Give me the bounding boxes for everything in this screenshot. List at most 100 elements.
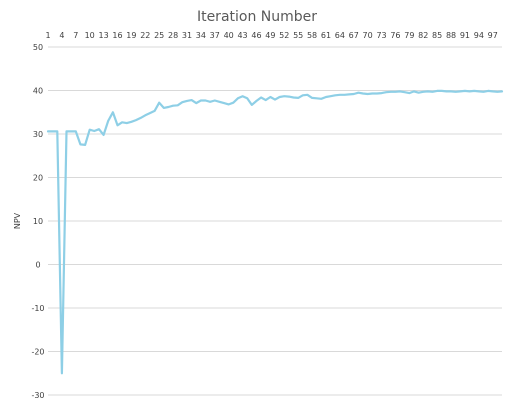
data-point xyxy=(167,106,169,108)
data-point xyxy=(320,98,322,100)
data-point xyxy=(172,105,174,107)
x-tick-label: 67 xyxy=(349,31,359,40)
x-tick-label: 43 xyxy=(237,31,247,40)
data-point xyxy=(311,97,313,99)
data-point xyxy=(265,99,267,101)
data-point xyxy=(61,372,63,374)
y-tick-label: 0 xyxy=(35,261,40,270)
data-point xyxy=(362,92,364,95)
data-point xyxy=(274,99,276,101)
y-tick-label: 30 xyxy=(33,130,43,139)
data-point xyxy=(283,95,285,97)
y-tick-label: 10 xyxy=(33,217,43,226)
x-tick-label: 19 xyxy=(126,31,136,40)
data-point xyxy=(501,90,503,92)
y-tick-label: 50 xyxy=(33,43,43,52)
data-point xyxy=(371,92,373,95)
chart-title: Iteration Number xyxy=(197,9,317,25)
x-tick-label: 97 xyxy=(488,31,498,40)
data-point xyxy=(126,122,128,124)
data-point xyxy=(339,94,341,96)
data-point xyxy=(487,90,489,92)
data-point xyxy=(232,102,234,104)
x-tick-label: 22 xyxy=(140,31,150,40)
x-tick-label: 82 xyxy=(418,31,428,40)
data-point xyxy=(441,90,443,92)
data-point xyxy=(135,119,137,121)
data-point xyxy=(450,90,452,92)
data-point xyxy=(79,143,81,145)
data-point xyxy=(65,130,68,132)
y-axis-label: NPV xyxy=(13,212,22,229)
data-point xyxy=(228,103,230,105)
data-point xyxy=(56,130,58,132)
x-tick-label: 34 xyxy=(196,31,206,40)
data-point xyxy=(427,90,429,92)
x-tick-labels: 1 4 7 10 13 16 19 22 25 28 31 34 37 40 43 46 49 52 55 58 61 6… xyxy=(45,31,497,40)
data-point xyxy=(195,102,197,104)
data-point xyxy=(399,90,401,92)
data-point xyxy=(47,130,49,132)
x-tick-label: 37 xyxy=(210,31,220,40)
data-point xyxy=(306,94,308,96)
data-point xyxy=(209,101,211,103)
y-tick-label: -10 xyxy=(31,304,44,313)
data-point xyxy=(163,107,165,109)
data-point xyxy=(269,96,271,98)
x-tick-label: 91 xyxy=(460,31,470,40)
data-point xyxy=(413,90,415,92)
npv-series-line xyxy=(46,89,504,375)
data-point xyxy=(191,99,193,101)
data-point xyxy=(158,102,160,104)
data-point xyxy=(70,130,72,132)
data-point xyxy=(422,91,424,93)
x-tick-label: 40 xyxy=(224,31,234,40)
data-point xyxy=(343,94,346,96)
data-point xyxy=(459,90,461,92)
data-point xyxy=(357,92,359,94)
x-tick-label: 58 xyxy=(307,31,317,40)
y-tick-labels: 50 40 30 20 10 0 -10 -20 -30 xyxy=(31,43,44,400)
data-point xyxy=(279,96,281,98)
data-point xyxy=(242,95,244,97)
data-point xyxy=(218,101,220,103)
data-point xyxy=(154,110,156,112)
x-tick-label: 10 xyxy=(85,31,95,40)
data-point xyxy=(89,129,91,131)
data-point xyxy=(186,100,188,102)
data-point xyxy=(408,92,410,94)
data-point xyxy=(418,92,420,94)
x-tick-label: 79 xyxy=(404,31,414,40)
data-point xyxy=(334,94,336,96)
data-point xyxy=(149,112,151,114)
x-tick-label: 1 xyxy=(45,31,50,40)
data-point xyxy=(348,93,350,95)
data-point xyxy=(214,99,216,102)
x-tick-label: 70 xyxy=(363,31,373,40)
x-tick-label: 61 xyxy=(321,31,331,40)
data-point xyxy=(496,91,498,93)
x-tick-label: 46 xyxy=(251,31,261,40)
x-tick-label: 73 xyxy=(376,31,386,40)
data-point xyxy=(181,101,183,103)
data-point xyxy=(436,90,438,92)
data-point xyxy=(177,104,179,106)
data-point xyxy=(103,134,105,136)
x-tick-label: 7 xyxy=(73,31,78,40)
data-point xyxy=(325,96,327,98)
data-point xyxy=(251,104,253,106)
data-point xyxy=(455,91,457,93)
data-point xyxy=(390,91,392,93)
data-point xyxy=(223,102,225,104)
data-point xyxy=(376,92,378,95)
x-tick-label: 31 xyxy=(182,31,192,40)
data-point xyxy=(93,130,95,132)
y-tick-label: -30 xyxy=(31,391,44,400)
data-point xyxy=(140,117,142,119)
data-point xyxy=(445,90,447,92)
x-tick-label: 16 xyxy=(112,31,122,40)
x-tick-label: 25 xyxy=(154,31,164,40)
data-point xyxy=(431,91,434,93)
series-layer xyxy=(46,89,504,375)
